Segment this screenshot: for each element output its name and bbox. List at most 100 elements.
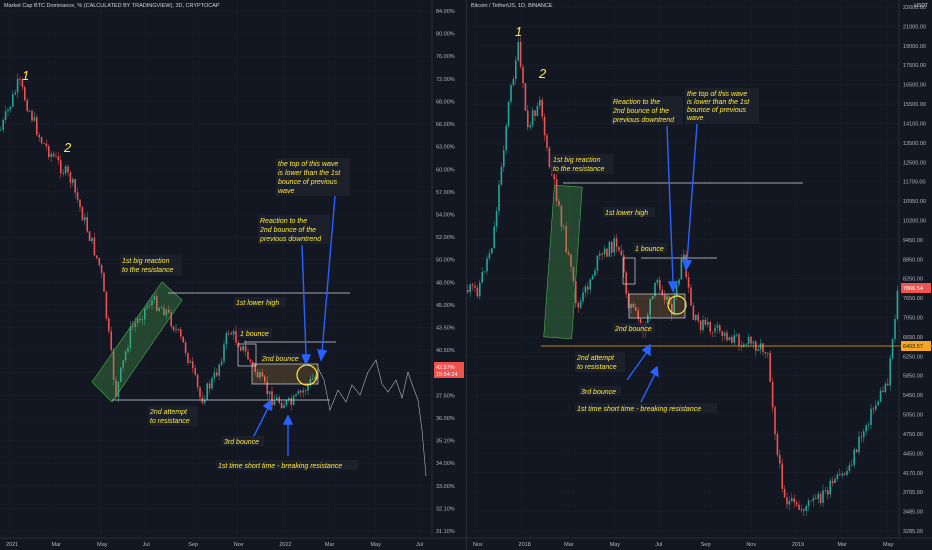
candle-body: [548, 147, 551, 168]
candle-body: [675, 284, 678, 297]
candle-body: [870, 408, 872, 425]
candle-body: [611, 241, 613, 253]
candle-body: [639, 318, 642, 325]
candle-body: [510, 85, 512, 102]
candle-body: [110, 331, 112, 350]
right-reaction-box[interactable]: [543, 184, 583, 340]
right-highlight-circle[interactable]: [667, 295, 687, 315]
candle-body: [572, 266, 575, 282]
candle-body: [663, 294, 666, 300]
right-bounce1-box[interactable]: [622, 257, 636, 285]
candle-body: [709, 322, 711, 332]
candle-body: [26, 100, 28, 111]
candle-body: [52, 153, 55, 157]
candle-body: [599, 253, 601, 256]
left-x-tick: Jul: [143, 542, 150, 548]
candle-body: [12, 94, 14, 107]
left-bounce2-box[interactable]: [251, 363, 319, 385]
candle-body: [182, 336, 184, 343]
candle-body: [127, 347, 129, 352]
candle-body: [625, 272, 627, 294]
candle-body: [129, 326, 132, 348]
candle-body: [791, 498, 793, 501]
right-y-tick: 13500.00: [903, 141, 926, 147]
right-y-tick: 11700.00: [903, 180, 926, 186]
left-arrows: [251, 195, 336, 456]
candle-body: [560, 205, 563, 227]
right-note-bounce1: 1 bounce: [635, 246, 664, 253]
candle-body: [271, 391, 273, 406]
candle-body: [507, 101, 510, 126]
candle-body: [247, 351, 249, 360]
candle-body: [879, 390, 882, 402]
candle-body: [858, 436, 860, 453]
candle-body: [7, 109, 9, 112]
candle-body: [529, 125, 531, 128]
candle-body: [807, 500, 810, 506]
candle-body: [108, 318, 110, 332]
candle-body: [192, 361, 194, 369]
left-highlight-circle[interactable]: [296, 364, 318, 386]
candle-body: [225, 333, 228, 345]
candle-body: [848, 465, 851, 471]
candle-body: [805, 505, 807, 511]
right-x-tick: 2019: [792, 542, 804, 548]
candle-body: [656, 279, 659, 283]
left-wave-2-label: 2: [63, 140, 72, 155]
right-y-tick: 6250.00: [903, 354, 923, 360]
right-y-tick: 14100.00: [903, 121, 926, 127]
left-chart-svg[interactable]: 84.00% 80.00% 76.00% 72.00% 68.00% 66.00% 63.0…: [0, 0, 466, 550]
left-note-top-3: bounce of previous: [278, 179, 338, 186]
right-y-tick: 5050.00: [903, 413, 923, 419]
right-note-bounce3: 3rd bounce: [581, 389, 616, 396]
left-y-tick: 35.10%: [436, 439, 455, 445]
candle-body: [817, 493, 819, 499]
left-y-tick: 52.00%: [436, 235, 455, 241]
candle-body: [534, 110, 536, 116]
candle-body: [259, 372, 261, 378]
candle-body: [630, 303, 632, 309]
left-y-tick: 36.00%: [436, 416, 455, 422]
candle-body: [714, 327, 716, 332]
candle-body: [273, 400, 276, 406]
candle-body: [683, 254, 685, 259]
right-chart-svg[interactable]: 22000.00 21000.00 19000.00 17500.00 16500.00…: [467, 0, 932, 550]
candle-body: [177, 329, 180, 331]
left-note-bounce3: 3rd bounce: [224, 439, 259, 446]
right-y-tick: 15500.00: [903, 102, 926, 108]
candle-body: [543, 116, 546, 136]
left-chart-pane[interactable]: 84.00% 80.00% 76.00% 72.00% 68.00% 66.00% 63.0…: [0, 0, 466, 550]
candle-body: [45, 143, 48, 147]
right-x-tick: Jul: [655, 542, 662, 548]
candle-body: [884, 383, 887, 393]
candle-body: [723, 332, 726, 337]
candle-body: [517, 41, 519, 61]
candle-body: [788, 500, 791, 505]
left-note-reaction-2: to the resistance: [122, 267, 173, 274]
left-wave-1-label: 1: [22, 68, 29, 83]
left-bounce1-box[interactable]: [237, 343, 257, 367]
candle-body: [692, 305, 695, 320]
candle-body: [587, 286, 589, 290]
right-y-tick: 5850.00: [903, 374, 923, 380]
left-y-tick: 50.00%: [436, 258, 455, 264]
candle-body: [153, 296, 156, 301]
right-y-tick: 9450.00: [903, 238, 923, 244]
candle-body: [276, 397, 278, 401]
candle-body: [0, 129, 2, 131]
candle-body: [199, 387, 201, 398]
candle-body: [836, 474, 839, 479]
candle-body: [711, 331, 714, 333]
right-note-reaction2-1: Reaction to the: [613, 99, 660, 106]
left-x-tick: 2021: [6, 542, 18, 548]
left-reaction-box[interactable]: [91, 281, 183, 403]
right-note-short-time: 1st time short time - breaking resistanc…: [577, 406, 701, 413]
right-y-tick: 3285.00: [903, 529, 923, 535]
right-note-top-2: is lower than the 1st: [687, 99, 750, 106]
right-chart-pane[interactable]: 22000.00 21000.00 19000.00 17500.00 16500.00…: [466, 0, 932, 550]
candle-body: [24, 87, 26, 101]
right-note-reaction-1: 1st big reaction: [553, 157, 601, 164]
candle-body: [252, 361, 254, 364]
candle-body: [702, 319, 704, 330]
left-note-bounce2: 2nd bounce: [261, 356, 299, 363]
